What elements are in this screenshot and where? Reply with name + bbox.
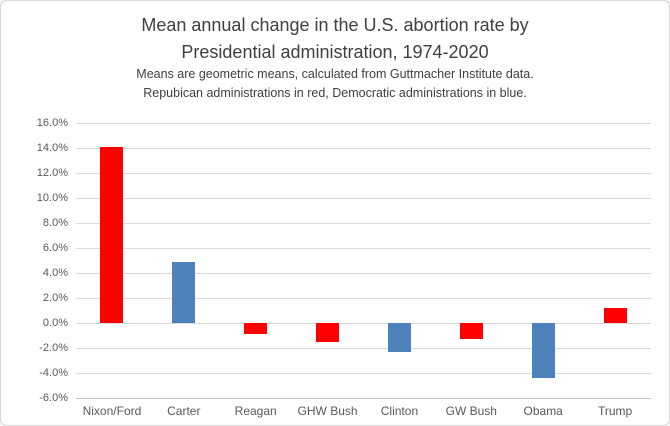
y-tick-label: -2.0% — [39, 342, 68, 354]
bar-obama — [531, 323, 555, 378]
bar-clinton — [387, 323, 411, 352]
gridline — [76, 248, 651, 249]
gridline — [76, 323, 651, 324]
chart-subtitle-line1: Means are geometric means, calculated fr… — [136, 67, 534, 81]
chart-subtitle: Means are geometric means, calculated fr… — [1, 65, 669, 103]
gridline — [76, 198, 651, 199]
gridline — [76, 223, 651, 224]
x-tick-label: GHW Bush — [297, 404, 358, 418]
gridline — [76, 298, 651, 299]
x-tick-label: GW Bush — [445, 404, 497, 418]
y-tick-label: 0.0% — [42, 317, 68, 329]
y-tick-label: 16.0% — [36, 117, 68, 129]
y-tick-label: 4.0% — [42, 267, 68, 279]
chart-title-line1: Mean annual change in the U.S. abortion … — [141, 15, 529, 35]
y-tick-label: -6.0% — [39, 392, 68, 404]
y-tick-label: 6.0% — [42, 242, 68, 254]
gridline — [76, 123, 651, 124]
x-tick-label: Obama — [523, 404, 563, 418]
chart-title: Mean annual change in the U.S. abortion … — [1, 12, 669, 66]
chart-title-line2: Presidential administration, 1974-2020 — [181, 42, 489, 62]
x-tick-label: Clinton — [380, 404, 419, 418]
gridline — [76, 273, 651, 274]
gridline — [76, 348, 651, 349]
chart-subtitle-line2: Repubican administrations in red, Democr… — [143, 86, 527, 100]
bar-nixon-ford — [100, 146, 124, 323]
bar-ghw-bush — [316, 323, 340, 342]
bar-reagan — [244, 323, 268, 335]
y-tick-label: 2.0% — [42, 292, 68, 304]
y-tick-label: 8.0% — [42, 217, 68, 229]
y-tick-label: -4.0% — [39, 367, 68, 379]
bar-gw-bush — [459, 323, 483, 340]
x-tick-label: Reagan — [234, 404, 277, 418]
plot-area — [76, 123, 651, 399]
x-tick-label: Nixon/Ford — [82, 404, 142, 418]
y-tick-label: 12.0% — [36, 167, 68, 179]
bar-trump — [603, 308, 627, 323]
bar-carter — [172, 261, 196, 323]
x-tick-label: Trump — [597, 404, 633, 418]
gridline — [76, 148, 651, 149]
gridline — [76, 173, 651, 174]
x-tick-label: Carter — [167, 404, 201, 418]
y-tick-label: 14.0% — [36, 142, 68, 154]
y-tick-label: 10.0% — [36, 192, 68, 204]
x-axis-line — [76, 398, 651, 399]
gridline — [76, 373, 651, 374]
